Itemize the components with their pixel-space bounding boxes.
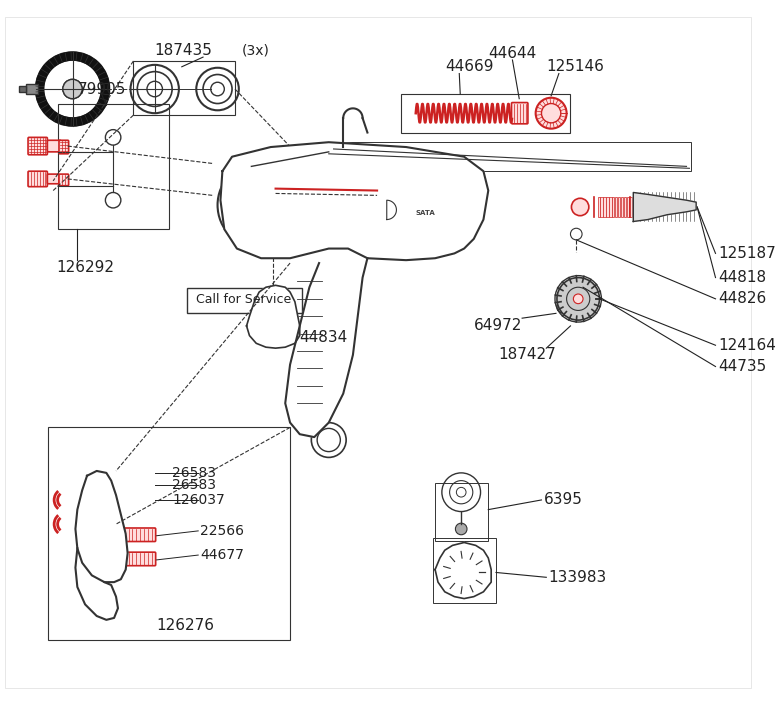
Circle shape xyxy=(311,422,346,458)
Text: 126292: 126292 xyxy=(56,260,114,276)
Text: 64972: 64972 xyxy=(474,319,522,333)
Bar xyxy=(604,197,606,216)
FancyBboxPatch shape xyxy=(28,137,48,155)
Polygon shape xyxy=(36,52,109,125)
Bar xyxy=(609,197,612,216)
Circle shape xyxy=(63,80,82,99)
Bar xyxy=(134,61,235,115)
Text: 187435: 187435 xyxy=(155,43,213,58)
Text: 44735: 44735 xyxy=(719,359,766,374)
Bar xyxy=(626,197,629,216)
Text: 124164: 124164 xyxy=(719,338,777,352)
Circle shape xyxy=(106,192,121,208)
Text: 44834: 44834 xyxy=(300,330,348,345)
Text: 133983: 133983 xyxy=(548,570,607,585)
Circle shape xyxy=(455,523,467,535)
Bar xyxy=(630,197,632,216)
Circle shape xyxy=(557,278,600,320)
Text: 187427: 187427 xyxy=(498,348,556,362)
FancyBboxPatch shape xyxy=(125,552,156,565)
Text: 44677: 44677 xyxy=(200,548,244,562)
Polygon shape xyxy=(221,142,488,260)
Bar xyxy=(401,94,570,133)
Polygon shape xyxy=(75,548,118,620)
FancyBboxPatch shape xyxy=(187,288,302,313)
Text: 44669: 44669 xyxy=(445,59,493,74)
Bar xyxy=(48,427,290,640)
Circle shape xyxy=(557,300,570,313)
Polygon shape xyxy=(435,542,491,599)
Bar xyxy=(621,197,623,216)
Circle shape xyxy=(365,189,408,231)
Bar xyxy=(624,197,626,216)
Text: 125187: 125187 xyxy=(719,246,777,261)
Bar xyxy=(435,482,488,541)
FancyBboxPatch shape xyxy=(28,171,48,187)
FancyBboxPatch shape xyxy=(511,102,528,124)
Polygon shape xyxy=(633,192,696,221)
Polygon shape xyxy=(246,286,300,348)
Text: 22566: 22566 xyxy=(200,524,244,538)
Circle shape xyxy=(442,473,481,512)
Bar xyxy=(597,197,600,216)
Bar xyxy=(20,86,26,92)
Circle shape xyxy=(217,161,304,249)
Circle shape xyxy=(418,183,472,237)
FancyBboxPatch shape xyxy=(59,140,69,154)
Bar xyxy=(334,142,691,171)
Circle shape xyxy=(106,130,121,145)
Text: 44644: 44644 xyxy=(488,46,536,61)
Text: Call for Service: Call for Service xyxy=(196,293,291,306)
FancyBboxPatch shape xyxy=(125,528,156,541)
FancyBboxPatch shape xyxy=(59,174,69,185)
Text: 44826: 44826 xyxy=(719,291,766,307)
Text: 44818: 44818 xyxy=(719,270,766,285)
FancyBboxPatch shape xyxy=(48,174,59,184)
Bar xyxy=(618,197,620,216)
Circle shape xyxy=(572,198,589,216)
FancyBboxPatch shape xyxy=(48,140,61,152)
Polygon shape xyxy=(285,258,368,437)
Circle shape xyxy=(536,98,567,129)
Text: 26583: 26583 xyxy=(172,466,216,480)
Bar xyxy=(433,538,496,603)
Bar xyxy=(601,197,603,216)
Text: 126276: 126276 xyxy=(156,618,214,633)
Circle shape xyxy=(573,294,583,304)
Bar xyxy=(615,197,617,216)
Text: 126037: 126037 xyxy=(172,493,225,507)
Text: 125146: 125146 xyxy=(547,59,604,74)
Text: (3x): (3x) xyxy=(242,43,270,57)
Bar xyxy=(58,104,169,229)
Bar xyxy=(26,84,38,94)
Text: SATA: SATA xyxy=(415,210,436,216)
Polygon shape xyxy=(75,471,127,582)
Text: 79905: 79905 xyxy=(77,82,126,97)
Text: 6395: 6395 xyxy=(543,493,583,508)
Bar xyxy=(606,197,608,216)
Text: 26583: 26583 xyxy=(172,479,216,493)
Bar xyxy=(612,197,615,216)
Circle shape xyxy=(570,228,582,240)
